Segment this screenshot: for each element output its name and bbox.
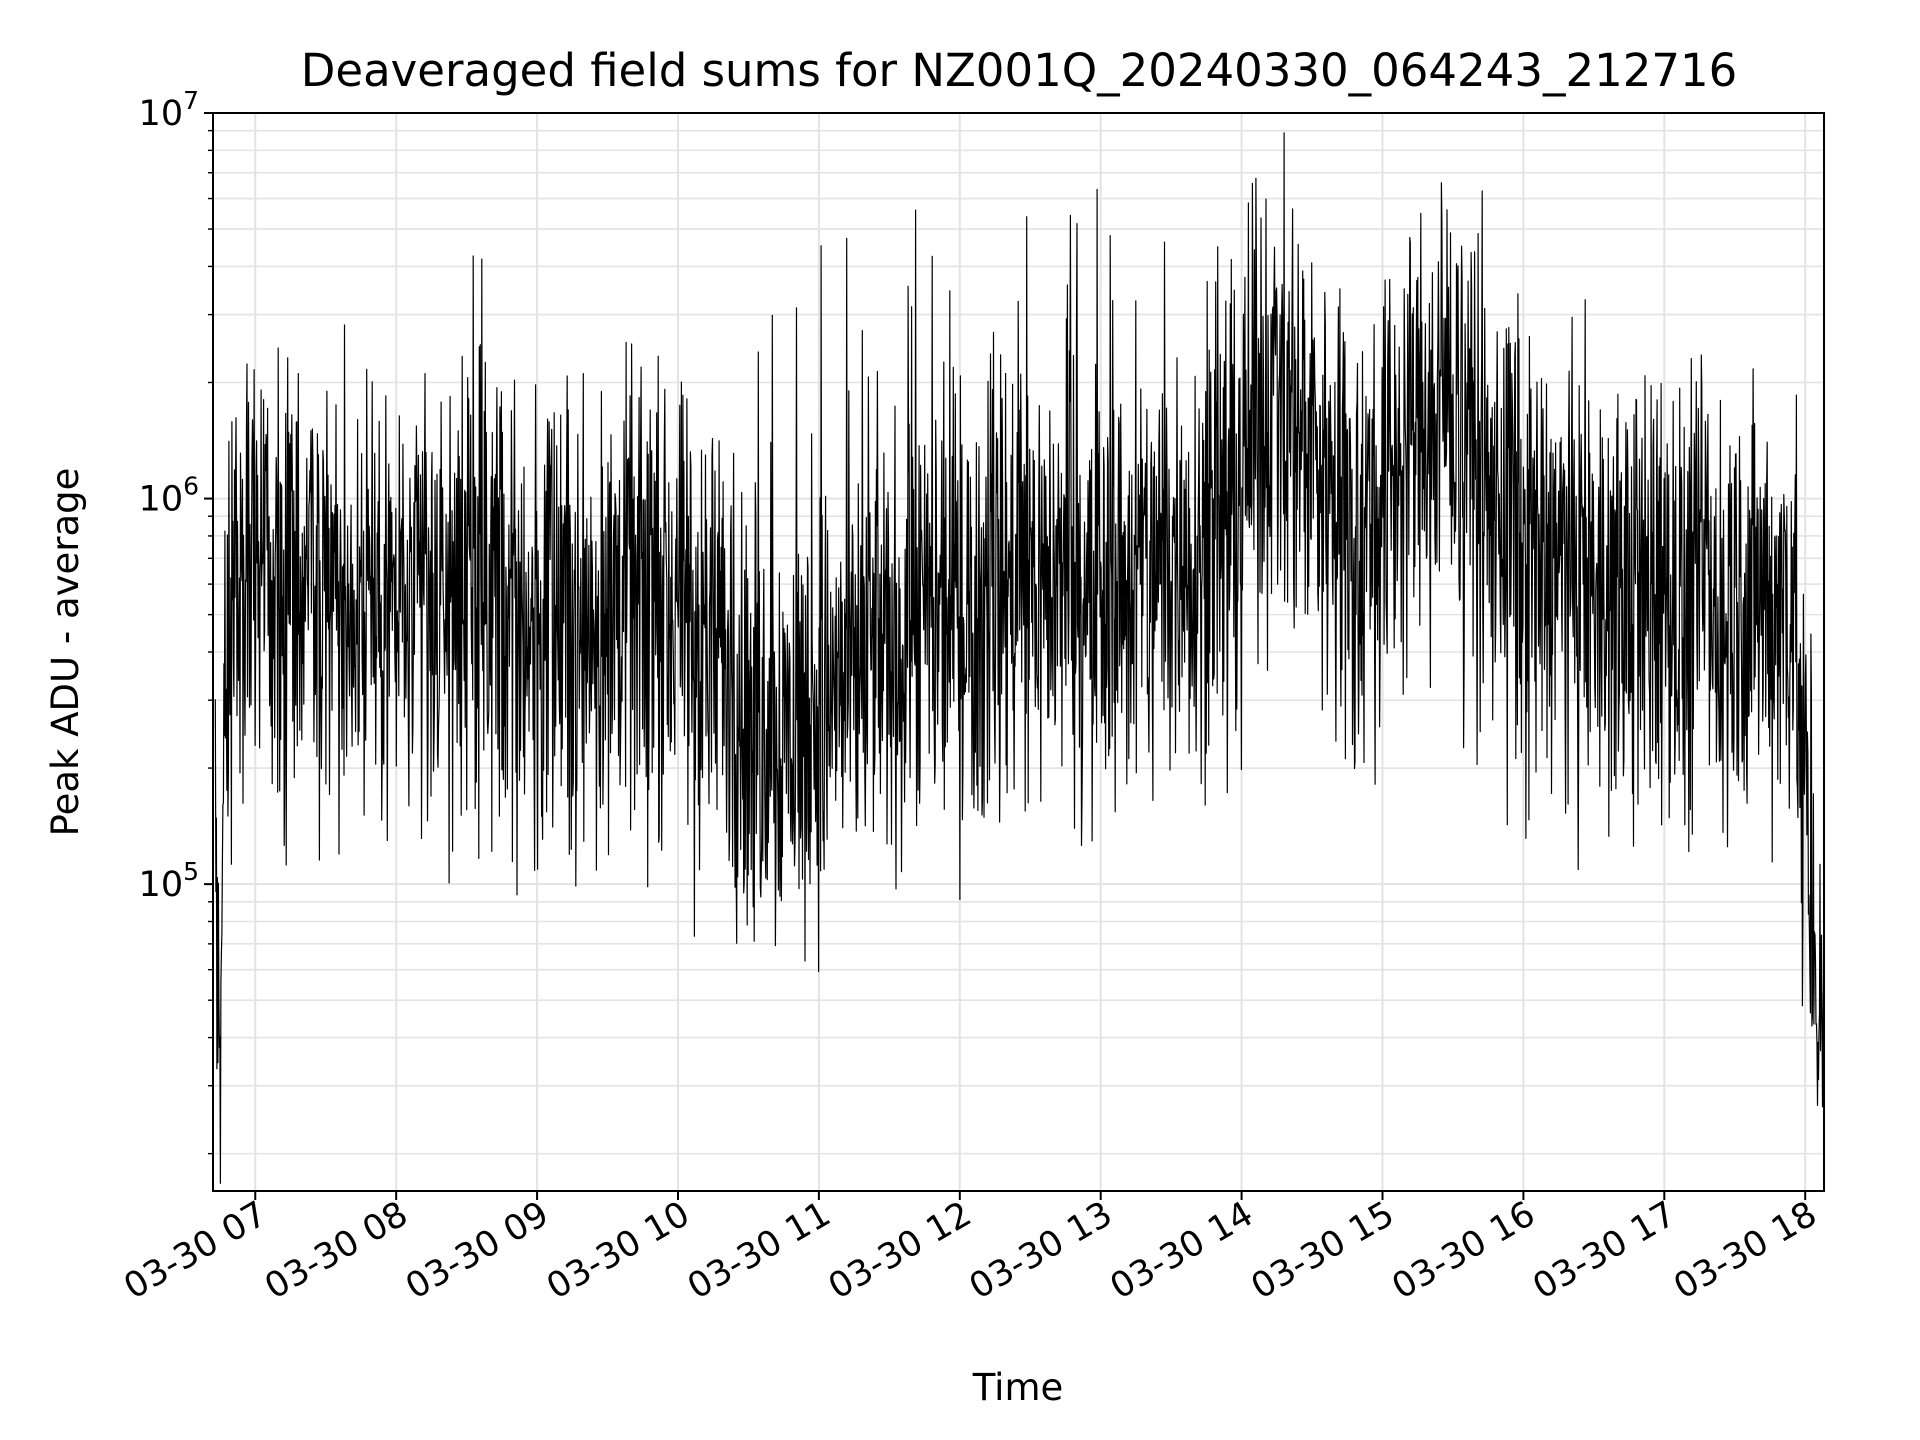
y-tick-label: 107: [139, 86, 199, 134]
y-tick-label: 106: [139, 472, 199, 520]
series-path: [214, 132, 1825, 1184]
y-axis-label: Peak ADU - average: [44, 468, 87, 837]
series-line: [214, 132, 1825, 1184]
chart-title: Deaveraged field sums for NZ001Q_2024033…: [301, 44, 1737, 97]
x-axis-label: Time: [972, 1366, 1064, 1409]
y-axis: 105 106 107: [139, 86, 213, 1155]
y-tick-label: 105: [139, 857, 199, 905]
